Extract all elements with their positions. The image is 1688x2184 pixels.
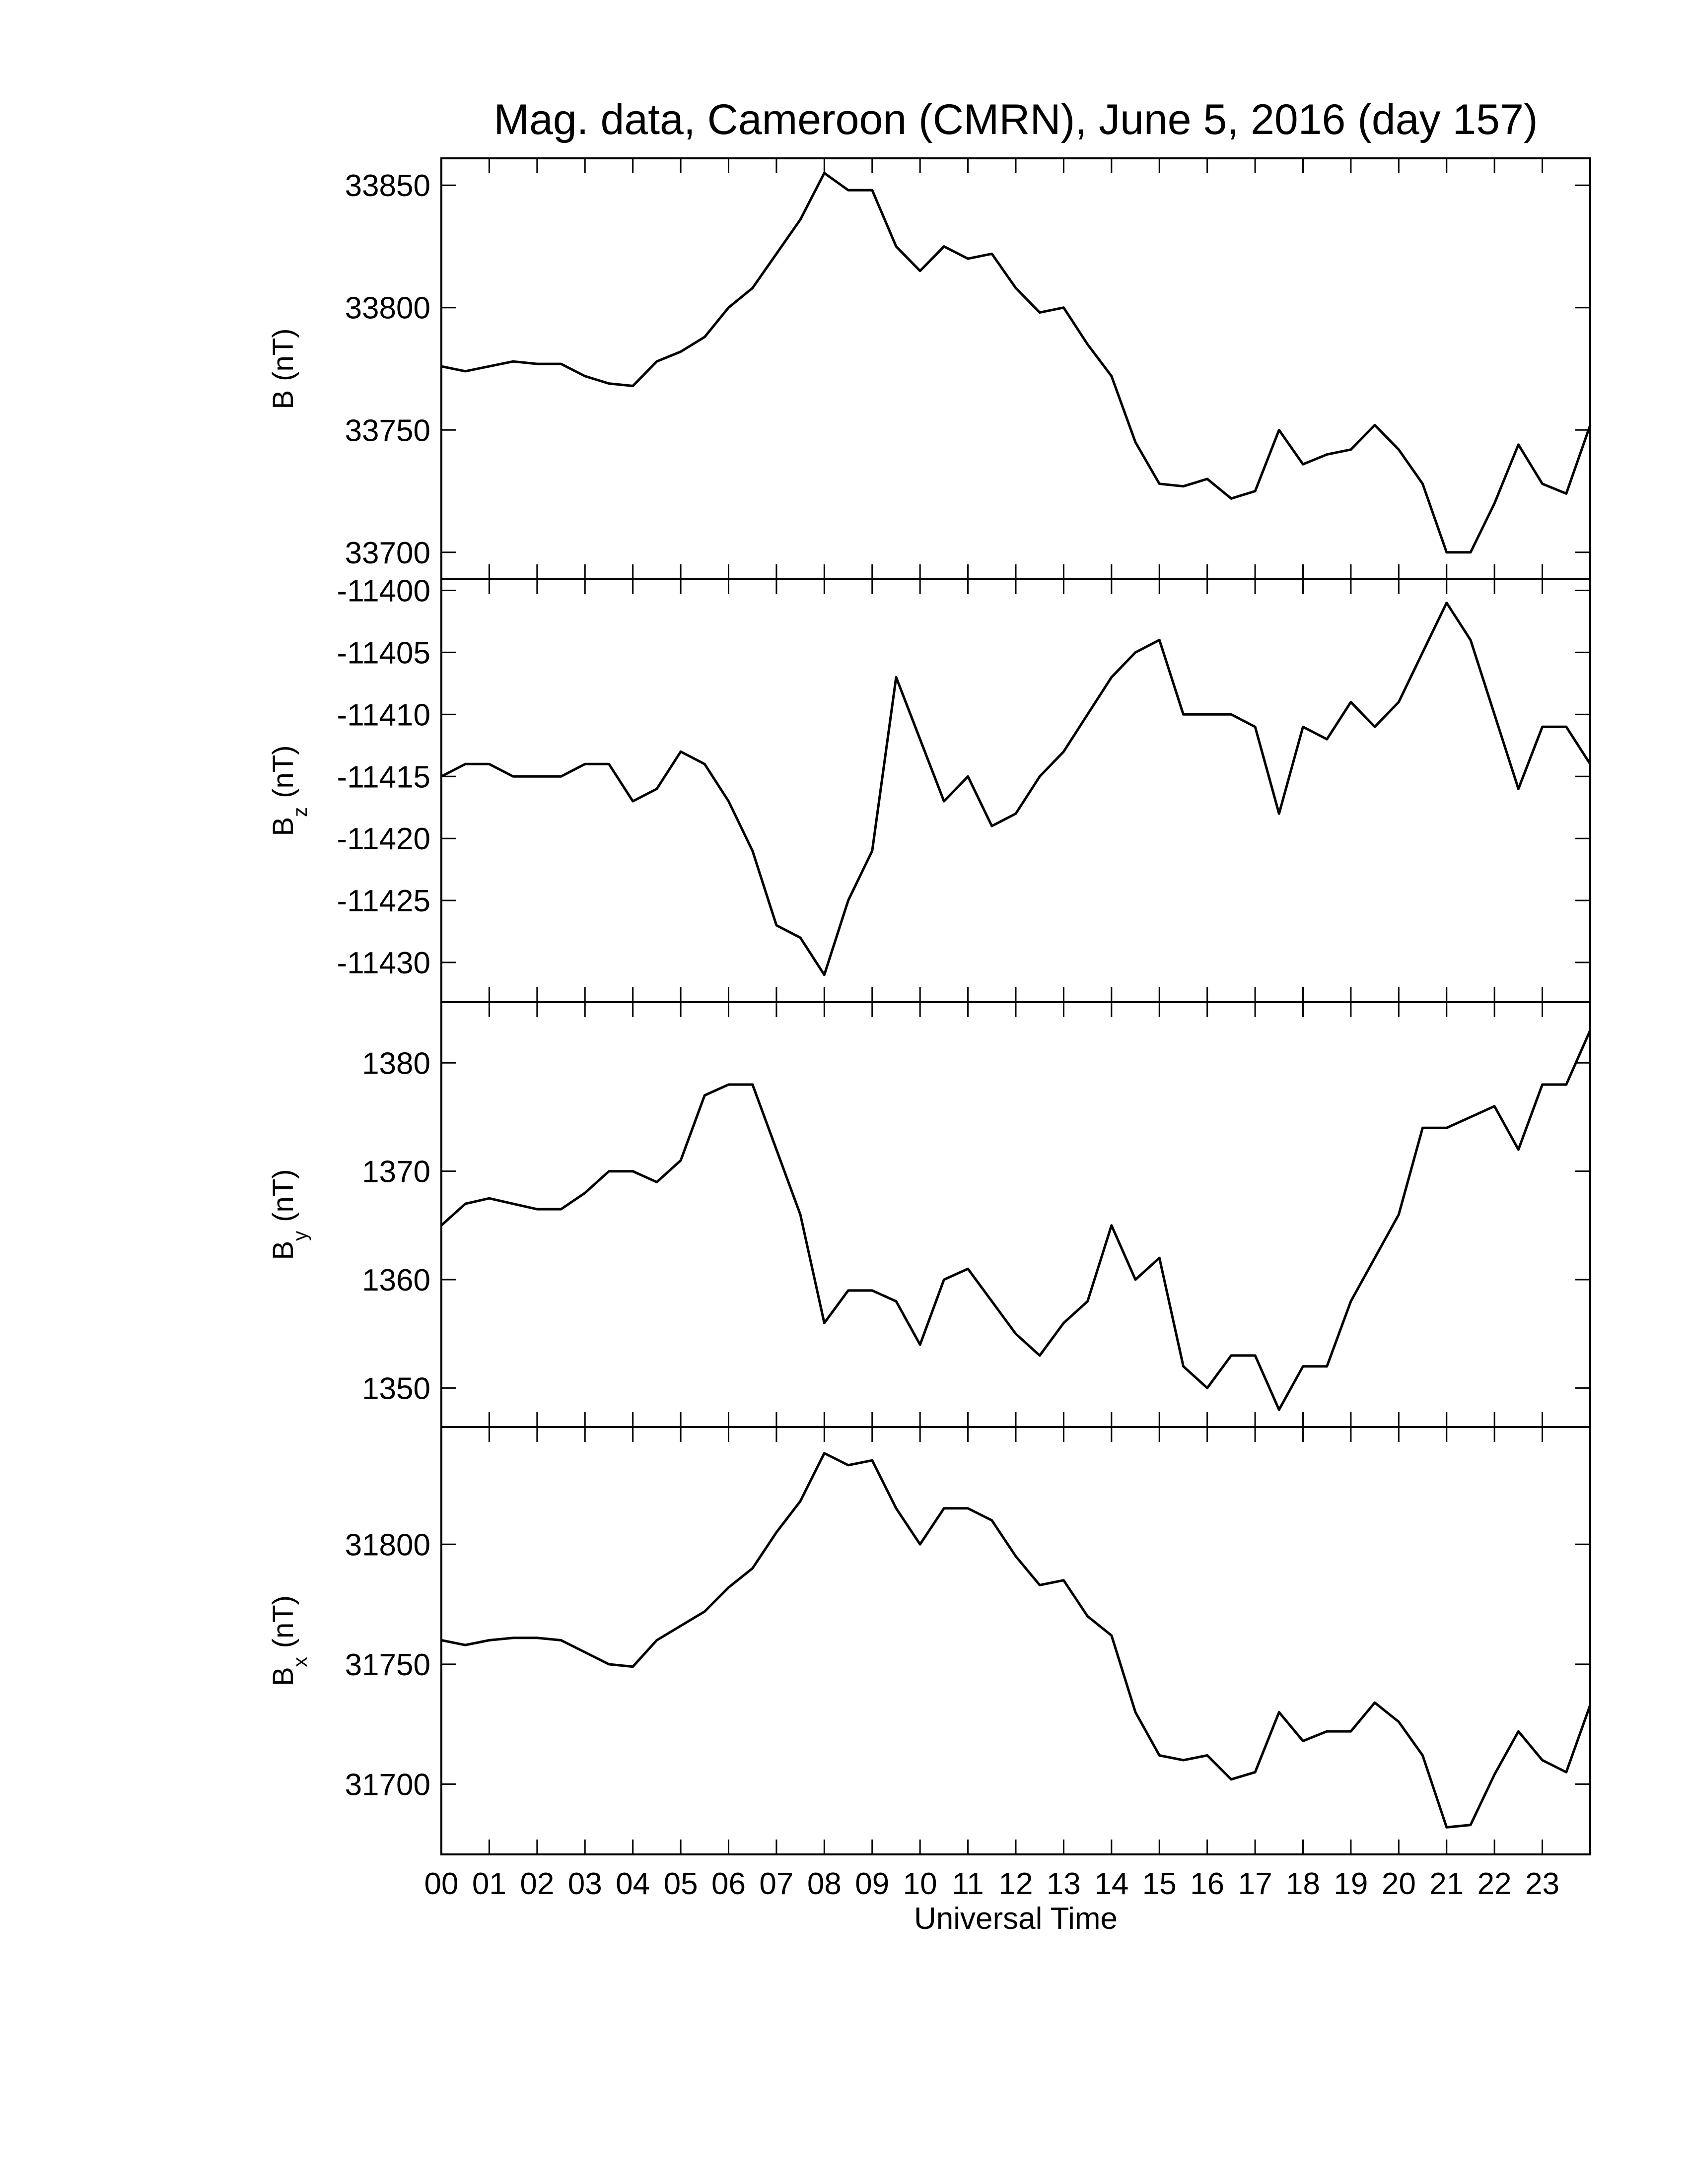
y-axis-label: B (nT)	[267, 328, 299, 409]
y-label-symbol: B	[267, 390, 299, 410]
y-label-unit: (nT)	[267, 1169, 299, 1222]
x-tick-label: 20	[1382, 1867, 1416, 1901]
y-tick-label: -11410	[337, 698, 430, 732]
x-tick-label: 19	[1334, 1867, 1368, 1901]
y-tick-label: -11415	[337, 760, 430, 794]
y-tick-label: 33750	[345, 413, 430, 448]
x-tick-label: 17	[1238, 1867, 1272, 1901]
y-tick-label: 33850	[345, 169, 430, 203]
y-label-unit: (nT)	[267, 745, 299, 798]
x-tick-label: 21	[1429, 1867, 1464, 1901]
y-tick-label: 1350	[362, 1371, 430, 1406]
x-tick-label: 04	[616, 1867, 650, 1901]
x-tick-label: 07	[759, 1867, 793, 1901]
x-tick-label: 12	[999, 1867, 1033, 1901]
plot-frame	[440, 578, 1591, 1003]
x-tick-label: 06	[711, 1867, 746, 1901]
y-tick-label: 31750	[345, 1648, 430, 1682]
y-tick-label: 1360	[362, 1263, 430, 1297]
data-line	[441, 172, 1592, 554]
x-tick-label: 14	[1094, 1867, 1128, 1901]
y-label-symbol: B	[267, 817, 299, 836]
y-tick-label: -11405	[337, 636, 430, 670]
x-tick-label: 10	[903, 1867, 937, 1901]
x-axis-label: Universal Time	[914, 1902, 1118, 1936]
y-tick-label: -11425	[337, 884, 430, 918]
chart-title: Mag. data, Cameroon (CMRN), June 5, 2016…	[493, 96, 1538, 143]
x-tick-label: 11	[952, 1867, 984, 1901]
x-tick-label: 00	[424, 1867, 459, 1901]
data-line	[440, 1029, 1592, 1411]
y-tick-label: 31700	[345, 1768, 430, 1802]
y-tick-label: 31800	[345, 1528, 430, 1562]
x-tick-label: 22	[1477, 1867, 1512, 1901]
x-tick-label: 01	[472, 1867, 506, 1901]
x-tick-label: 18	[1286, 1867, 1320, 1901]
y-tick-label: 1380	[362, 1046, 430, 1081]
y-tick-label: 33800	[345, 291, 430, 326]
y-axis-label: Bx (nT)	[267, 1595, 311, 1686]
y-label-subscript: z	[289, 807, 311, 817]
y-label-unit: (nT)	[267, 1595, 299, 1648]
y-tick-label: 33700	[345, 536, 430, 570]
x-tick-label: 23	[1525, 1867, 1559, 1901]
y-label-unit: (nT)	[267, 328, 299, 381]
y-axis-label: Bz (nT)	[267, 745, 311, 836]
x-tick-label: 03	[568, 1867, 602, 1901]
y-tick-label: -11420	[337, 822, 430, 856]
x-tick-label: 05	[664, 1867, 698, 1901]
y-tick-label: -11430	[337, 946, 430, 980]
data-line	[441, 1452, 1592, 1829]
x-tick-label: 09	[855, 1867, 889, 1901]
x-tick-label: 16	[1190, 1867, 1224, 1901]
x-tick-label: 13	[1047, 1867, 1081, 1901]
plot-frame	[440, 157, 1591, 580]
y-label-subscript: y	[289, 1231, 311, 1241]
y-axis-label: By (nT)	[267, 1169, 311, 1260]
x-tick-label: 08	[807, 1867, 842, 1901]
y-tick-label: 1370	[362, 1155, 430, 1189]
y-label-symbol: B	[267, 1241, 299, 1260]
y-label-symbol: B	[267, 1667, 299, 1686]
plot-frame	[440, 1001, 1591, 1428]
x-tick-label: 02	[520, 1867, 554, 1901]
x-tick-label: 15	[1142, 1867, 1177, 1901]
y-label-subscript: x	[289, 1657, 311, 1667]
plot-frame	[440, 1426, 1591, 1855]
y-tick-label: -11400	[337, 574, 430, 608]
data-line	[440, 602, 1592, 976]
